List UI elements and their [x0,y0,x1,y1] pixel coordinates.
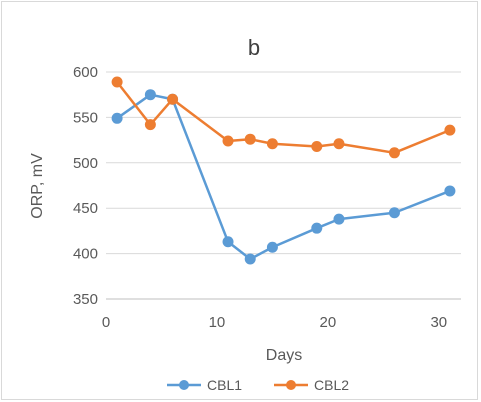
tick-labels: 350 400 450 500 550 600 0 10 20 30 [73,64,447,331]
data-point-cbl1 [244,253,256,265]
legend-label: CBL2 [314,377,349,393]
data-point-cbl2 [222,135,234,147]
series-cbl2 [111,76,456,159]
y-tick-label: 550 [73,109,98,126]
data-point-cbl1 [144,89,156,101]
data-point-cbl1 [111,112,123,124]
y-tick-label: 600 [73,64,98,81]
data-point-cbl1 [266,241,278,253]
data-point-cbl1 [333,213,345,225]
series-line-cbl2 [116,81,451,155]
y-tick-label: 350 [73,291,98,308]
data-point-cbl2 [333,138,345,150]
x-tick-label: 0 [102,314,110,331]
legend-label: CBL1 [207,377,242,393]
legend-marker [286,380,296,390]
data-point-cbl2 [444,124,456,136]
x-tick-label: 10 [209,314,226,331]
series-cbl1 [111,89,456,265]
data-point-cbl1 [388,207,400,219]
y-axis-title: ORP, mV [29,153,46,219]
legend-item-cbl1[interactable]: CBL1 [167,377,242,393]
legend-marker [179,380,189,390]
y-tick-label: 500 [73,155,98,172]
data-point-cbl2 [167,93,179,105]
data-point-cbl2 [244,133,256,145]
data-point-cbl2 [388,147,400,159]
x-tick-label: 30 [430,314,447,331]
data-point-cbl2 [311,140,323,152]
x-axis-title: Days [266,347,302,364]
series-layer [111,76,456,265]
y-tick-label: 450 [73,200,98,217]
data-point-cbl1 [222,236,234,248]
y-tick-label: 400 [73,246,98,263]
legend-item-cbl2[interactable]: CBL2 [274,377,349,393]
orp-line-chart: b 350 400 450 500 550 600 0 10 20 30 ORP, mV Days… [29,35,461,393]
gridlines [106,71,461,300]
data-point-cbl2 [144,119,156,131]
x-tick-label: 20 [320,314,337,331]
data-point-cbl1 [311,222,323,234]
data-point-cbl1 [444,185,456,197]
series-line-cbl1 [116,93,451,261]
data-point-cbl2 [266,138,278,150]
chart-title: b [248,35,260,60]
legend[interactable]: CBL1 CBL2 [167,377,349,393]
data-point-cbl2 [111,76,123,88]
